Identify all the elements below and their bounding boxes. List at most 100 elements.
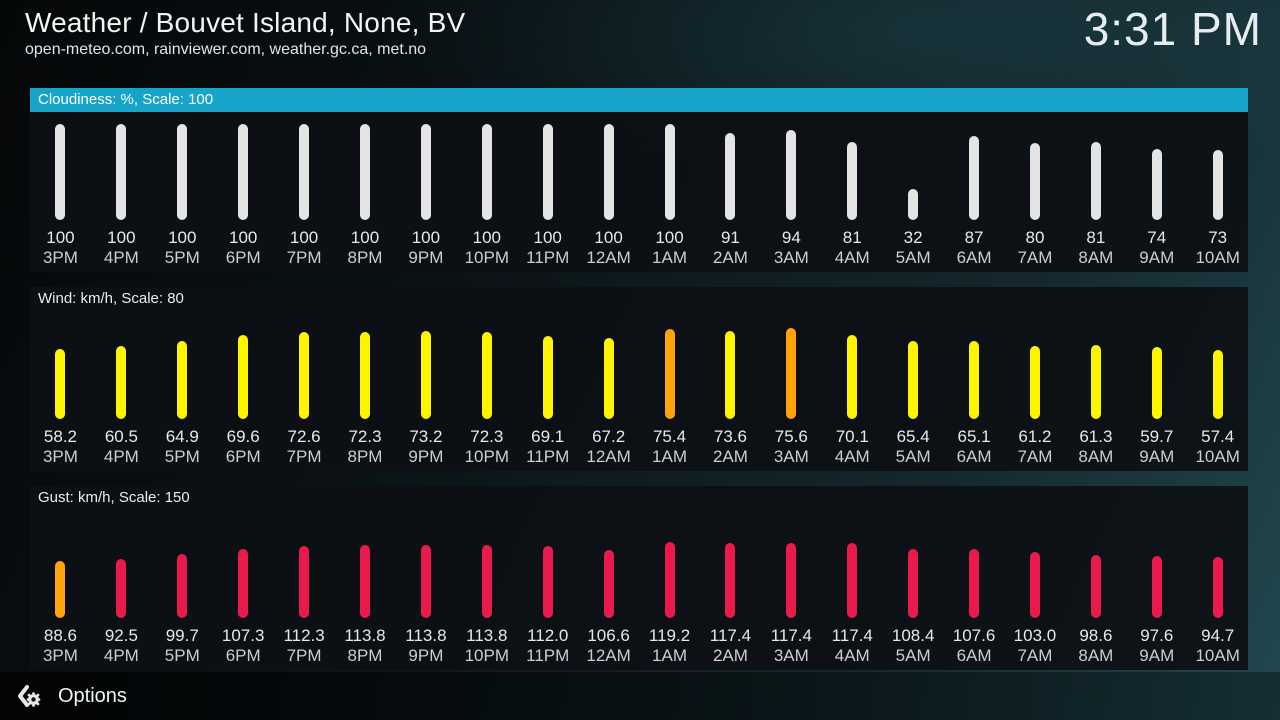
bar-time: 8PM	[347, 447, 383, 466]
wind-bar-column: 72.3 8PM	[335, 322, 396, 466]
bar-value: 72.3	[348, 427, 382, 446]
gust-bar	[1029, 552, 1040, 618]
bar-time: 10AM	[1195, 646, 1240, 665]
bar-time: 7AM	[1017, 447, 1053, 466]
bar-value: 100	[107, 228, 136, 247]
wind-bar	[1212, 350, 1223, 419]
bar-time: 3AM	[773, 248, 809, 267]
cloudiness-bar-column: 100 4PM	[91, 123, 152, 267]
bar-track	[1090, 123, 1101, 220]
gust-bar	[725, 543, 736, 618]
wind-bar	[725, 331, 736, 419]
bar-value: 75.4	[652, 427, 687, 446]
section-cloudiness: Cloudiness: %, Scale: 100 100 3PM 100 4PM 100…	[30, 88, 1248, 272]
bar-time: 10PM	[464, 447, 509, 466]
section-header-wind[interactable]: Wind: km/h, Scale: 80	[38, 290, 184, 307]
wind-chart: 58.2 3PM 60.5 4PM 64.9 5PM 69.6 6PM 72.6 7PM 72.3 8…	[30, 311, 1248, 471]
bar-track	[359, 521, 370, 618]
bar-time: 9AM	[1139, 646, 1175, 665]
bar-track	[1151, 322, 1162, 419]
section-header-gust[interactable]: Gust: km/h, Scale: 150	[38, 489, 190, 506]
cloudiness-bar	[359, 124, 370, 220]
gust-bar-column: 113.8 10PM	[456, 521, 517, 665]
bar-time: 8AM	[1078, 248, 1114, 267]
gust-bar-column: 113.8 9PM	[395, 521, 456, 665]
bar-value: 100	[228, 228, 258, 247]
cloudiness-bar	[420, 124, 431, 220]
options-gear-icon[interactable]	[16, 682, 44, 710]
bar-time: 11PM	[526, 447, 570, 466]
bar-time: 10PM	[464, 646, 509, 665]
cloudiness-bar	[725, 133, 736, 220]
bar-track	[420, 322, 431, 419]
bar-track	[55, 123, 66, 220]
options-button[interactable]: Options	[58, 684, 127, 707]
wind-bar-column: 65.4 5AM	[883, 322, 944, 466]
bar-value: 113.8	[466, 626, 508, 645]
bar-value: 117.4	[831, 626, 873, 645]
footer-bar: Options	[0, 672, 1280, 720]
wind-bar	[299, 332, 310, 419]
bar-value: 60.5	[104, 427, 138, 446]
wind-bar	[1151, 347, 1162, 419]
bar-value: 100	[472, 228, 501, 247]
bar-time: 8AM	[1078, 447, 1114, 466]
cloudiness-bar	[664, 124, 675, 220]
bar-track	[1151, 123, 1162, 220]
bar-track	[1212, 322, 1223, 419]
bar-value: 73	[1208, 228, 1228, 247]
bar-value: 69.1	[531, 427, 565, 446]
bar-track	[969, 123, 980, 220]
bar-time: 7PM	[286, 447, 322, 466]
wind-bar	[542, 336, 553, 419]
bar-time: 2AM	[712, 646, 748, 665]
bar-value: 99.7	[165, 626, 199, 645]
gust-bar	[1090, 555, 1101, 618]
bar-time: 12AM	[586, 447, 631, 466]
bar-track	[969, 322, 980, 419]
bar-value: 65.4	[896, 427, 930, 446]
section-header-cloudiness[interactable]: Cloudiness: %, Scale: 100	[30, 88, 1248, 112]
wind-bar	[238, 335, 249, 419]
gust-bar-column: 94.7 10AM	[1187, 521, 1248, 665]
wind-bar-column: 75.4 1AM	[639, 322, 700, 466]
bar-value: 100	[594, 228, 623, 247]
bar-value: 100	[411, 228, 441, 247]
wind-bar	[847, 335, 858, 419]
bar-time: 4PM	[103, 248, 139, 267]
gust-bar-column: 97.6 9AM	[1126, 521, 1187, 665]
wind-bar	[177, 341, 188, 419]
gust-bar	[603, 550, 614, 618]
bar-track	[481, 521, 492, 618]
bar-value: 87	[964, 228, 984, 247]
gust-bar	[116, 559, 127, 618]
wind-bar-column: 75.6 3AM	[761, 322, 822, 466]
bar-value: 32	[903, 228, 923, 247]
gust-bar-column: 103.0 7AM	[1005, 521, 1066, 665]
gust-chart: 88.6 3PM 92.5 4PM 99.7 5PM 107.3 6PM 112.3 7PM 113…	[30, 510, 1248, 670]
bar-value: 72.6	[287, 427, 321, 446]
bar-time: 3AM	[773, 646, 809, 665]
wind-bar-column: 69.1 11PM	[517, 322, 578, 466]
bar-time: 7PM	[286, 248, 322, 267]
bar-track	[481, 123, 492, 220]
bar-value: 74	[1147, 228, 1167, 247]
bar-time: 9PM	[408, 248, 444, 267]
cloudiness-bar	[908, 189, 919, 220]
bar-track	[359, 322, 370, 419]
bar-time: 6AM	[956, 646, 992, 665]
gust-bar	[664, 542, 675, 618]
cloudiness-bar-column: 100 7PM	[274, 123, 335, 267]
bar-track	[664, 123, 675, 220]
bar-time: 3PM	[42, 447, 78, 466]
bar-track	[603, 322, 614, 419]
bar-time: 10PM	[464, 248, 509, 267]
gust-bar-column: 98.6 8AM	[1065, 521, 1126, 665]
bar-track	[116, 123, 127, 220]
cloudiness-bar	[481, 124, 492, 220]
gust-bar	[299, 546, 310, 618]
bar-value: 112.3	[283, 626, 325, 645]
gust-bar	[542, 546, 553, 618]
bar-time: 9AM	[1139, 447, 1175, 466]
bar-value: 91	[720, 228, 740, 247]
